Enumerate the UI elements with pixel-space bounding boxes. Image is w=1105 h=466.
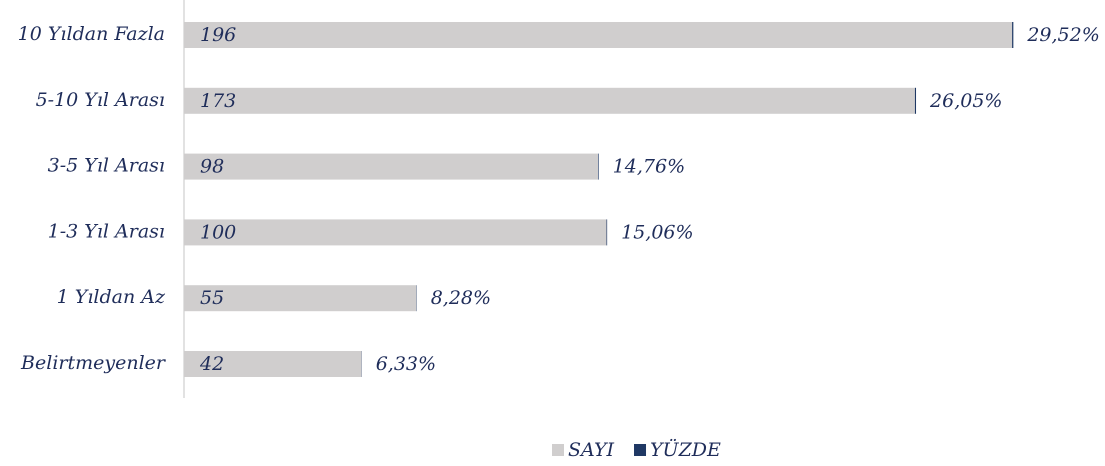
bar — [184, 285, 417, 312]
bar — [914, 87, 917, 114]
data-label: 55 — [200, 287, 224, 309]
bar — [1012, 22, 1014, 48]
data-label: 42 — [199, 353, 224, 375]
bar — [606, 219, 608, 246]
data-label: 29,52% — [1026, 24, 1099, 46]
data-label: 8,28% — [431, 287, 491, 309]
data-label: 196 — [200, 24, 236, 46]
legend-label: YÜZDE — [650, 438, 721, 461]
legend-label: SAYI — [568, 439, 615, 461]
y-tick-label: 3-5 Yıl Arası — [48, 155, 165, 177]
y-tick-label: 10 Yıldan Fazla — [18, 23, 165, 45]
data-label: 173 — [200, 90, 236, 112]
bar — [598, 153, 599, 180]
data-label: 100 — [200, 221, 236, 243]
y-tick-label: Belirtmeyenler — [20, 352, 167, 374]
legend-swatch — [634, 444, 647, 456]
y-tick-label: 1 Yıldan Az — [57, 286, 166, 308]
data-label: 14,76% — [613, 156, 685, 178]
y-tick-label: 1-3 Yıl Arası — [48, 220, 165, 242]
legend-swatch — [552, 444, 564, 456]
data-label: 15,06% — [621, 221, 693, 243]
y-tick-label: 5-10 Yıl Arası — [36, 89, 165, 111]
bar — [184, 351, 362, 377]
bar — [184, 87, 915, 114]
data-label: 26,05% — [929, 90, 1002, 112]
bar — [184, 153, 599, 180]
data-label: 6,33% — [376, 353, 436, 375]
bar — [184, 22, 1013, 48]
bar — [184, 219, 607, 246]
data-label: 98 — [200, 156, 224, 178]
